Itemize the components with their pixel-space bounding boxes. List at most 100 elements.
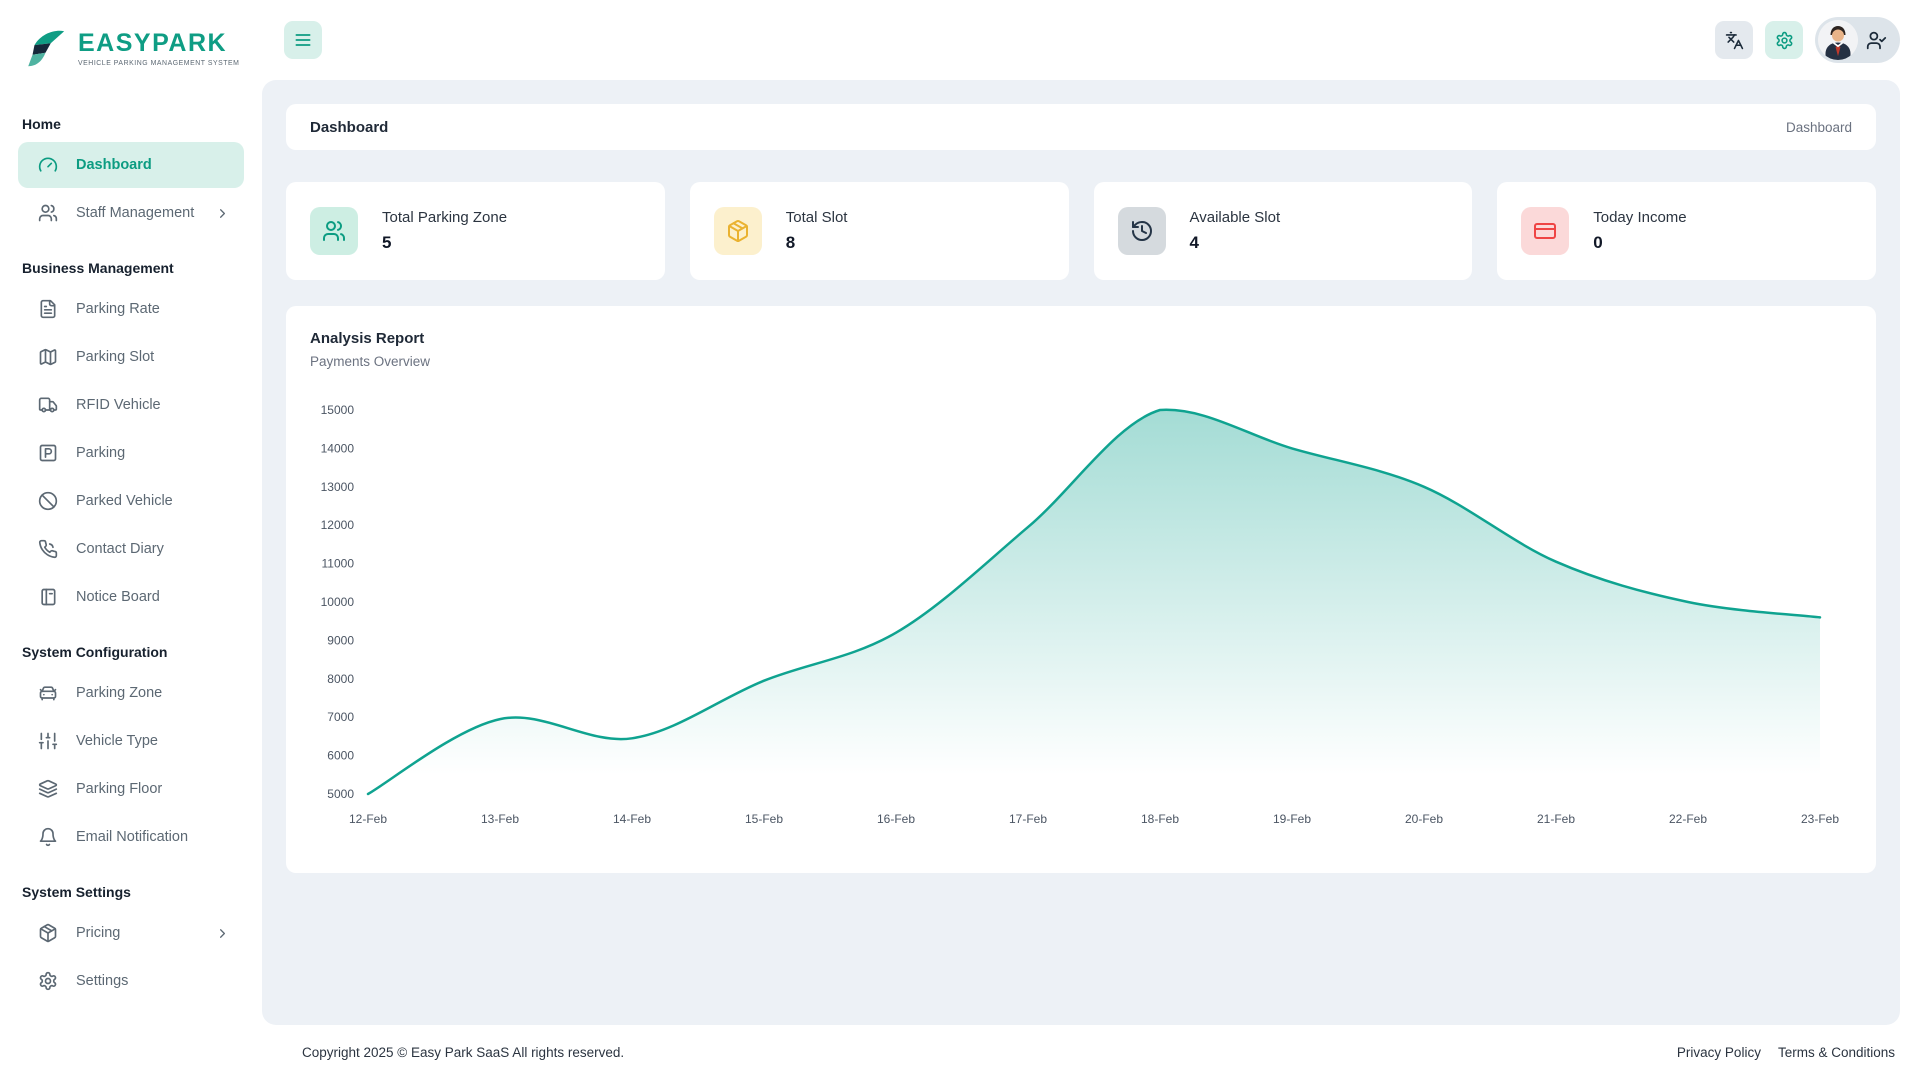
gear-icon	[39, 971, 57, 991]
stat-icon-wrap	[1117, 207, 1166, 255]
page-title: Dashboard	[310, 118, 389, 136]
user-check-icon	[1866, 31, 1887, 49]
y-tick-label: 9000	[327, 633, 354, 647]
chevron-right-icon	[220, 208, 225, 218]
x-tick-label: 12-Feb	[349, 812, 387, 826]
chevron-right-icon	[220, 928, 225, 938]
truck-icon	[38, 397, 58, 413]
sidebar-item-label: Parking Slot	[76, 349, 155, 365]
sidebar-nav: Home Dashboard Staff Management Business Ma…	[0, 116, 262, 1004]
x-tick-label: 21-Feb	[1537, 812, 1575, 826]
sidebar-item-staff-management[interactable]: Staff Management	[18, 190, 244, 236]
sidebar-item-label: Pricing	[76, 925, 121, 941]
ban-icon	[38, 491, 58, 511]
stat-value: 4	[1189, 233, 1199, 252]
sidebar-item-label: Contact Diary	[76, 541, 164, 557]
sidebar-item-notice-board[interactable]: Notice Board	[18, 574, 244, 620]
sidebar: EASYPARK VEHICLE PARKING MANAGEMENT SYST…	[0, 0, 262, 1080]
x-tick-label: 20-Feb	[1405, 812, 1443, 826]
menu-button[interactable]	[284, 21, 322, 59]
package-icon	[39, 923, 57, 943]
y-tick-label: 15000	[321, 403, 355, 417]
bell-icon	[39, 827, 57, 847]
user-menu[interactable]	[1815, 17, 1900, 63]
sidebar-item-parking-rate[interactable]: Parking Rate	[18, 286, 244, 332]
stat-label: Available Slot	[1189, 209, 1281, 226]
x-tick-label: 22-Feb	[1669, 812, 1707, 826]
y-tick-label: 14000	[321, 441, 355, 455]
stat-label: Today Income	[1593, 209, 1687, 226]
sidebar-item-label: Email Notification	[76, 829, 189, 845]
settings-button[interactable]	[1765, 21, 1803, 59]
sidebar-item-pricing[interactable]: Pricing	[18, 910, 244, 956]
area-fill	[368, 409, 1820, 794]
nav-section-business-management: Business Management	[22, 260, 174, 276]
app-logo: EASYPARK VEHICLE PARKING MANAGEMENT SYST…	[0, 0, 262, 92]
sidebar-item-label: RFID Vehicle	[76, 397, 161, 413]
y-tick-label: 10000	[321, 595, 355, 609]
terms-conditions-link[interactable]: Terms & Conditions	[1777, 1045, 1895, 1060]
brand-name: EASYPARK	[78, 29, 228, 57]
footer: Copyright 2025 © Easy Park SaaS All righ…	[262, 1025, 1920, 1080]
logo-mark-icon	[28, 30, 65, 67]
privacy-policy-link[interactable]: Privacy Policy	[1676, 1045, 1761, 1060]
x-tick-label: 16-Feb	[877, 812, 915, 826]
sidebar-item-label: Settings	[76, 973, 129, 989]
y-tick-label: 12000	[321, 518, 355, 532]
page-header-card: Dashboard Dashboard	[286, 104, 1876, 150]
y-tick-label: 7000	[327, 710, 354, 724]
sidebar-item-parking[interactable]: Parking	[18, 430, 244, 476]
sidebar-item-parking-floor[interactable]: Parking Floor	[18, 766, 244, 812]
y-tick-label: 6000	[327, 749, 354, 763]
breadcrumb: Dashboard	[1785, 119, 1852, 135]
main-panel: Dashboard Dashboard Total Parking Zone 5 T…	[262, 80, 1900, 1025]
sidebar-item-parking-zone[interactable]: Parking Zone	[18, 670, 244, 716]
stat-icon-wrap	[713, 207, 762, 255]
sidebar-item-parking-slot[interactable]: Parking Slot	[18, 334, 244, 380]
y-tick-label: 13000	[321, 480, 355, 494]
stat-label: Total Slot	[785, 209, 848, 226]
sidebar-item-email-notification[interactable]: Email Notification	[18, 814, 244, 860]
sidebar-item-rfid-vehicle[interactable]: RFID Vehicle	[18, 382, 244, 428]
users-icon	[323, 221, 345, 241]
sidebar-item-dashboard[interactable]: Dashboard	[18, 142, 244, 188]
sidebar-item-parked-vehicle[interactable]: Parked Vehicle	[18, 478, 244, 524]
y-tick-label: 5000	[327, 787, 354, 801]
x-tick-label: 18-Feb	[1141, 812, 1179, 826]
x-tick-label: 19-Feb	[1273, 812, 1311, 826]
stats-row: Total Parking Zone 5 Total Slot 8 Available …	[286, 182, 1876, 280]
sidebar-item-label: Dashboard	[76, 157, 152, 173]
sidebar-item-vehicle-type[interactable]: Vehicle Type	[18, 718, 244, 764]
nav-section-system-configuration: System Configuration	[22, 644, 168, 660]
file-text-icon	[40, 299, 56, 319]
stat-icon-wrap	[310, 207, 358, 255]
stat-icon-wrap	[1521, 207, 1570, 255]
language-button[interactable]	[1715, 21, 1753, 59]
sidebar-item-contact-diary[interactable]: Contact Diary	[18, 526, 244, 572]
brand-tagline: VEHICLE PARKING MANAGEMENT SYSTEM	[78, 60, 240, 67]
copyright-text: Copyright 2025 © Easy Park SaaS All righ…	[302, 1045, 625, 1060]
chart-title: Analysis Report	[310, 330, 425, 347]
map-icon	[39, 348, 57, 366]
stat-card-available-slot: Available Slot 4	[1093, 182, 1473, 280]
analysis-report-card: Analysis Report Payments Overview 15000 1…	[286, 306, 1876, 873]
y-tick-label: 11000	[322, 557, 355, 571]
area-line	[366, 408, 1822, 796]
x-tick-label: 15-Feb	[745, 812, 783, 826]
sidebar-item-settings[interactable]: Settings	[18, 958, 244, 1004]
gauge-icon	[38, 157, 58, 172]
sliders-icon	[38, 732, 58, 750]
nav-section-system-settings: System Settings	[22, 884, 131, 900]
x-tick-label: 17-Feb	[1009, 812, 1047, 826]
topbar	[262, 0, 1920, 80]
stat-card-total-slot: Total Slot 8	[689, 182, 1069, 280]
sidebar-item-label: Parking Floor	[76, 781, 163, 797]
languages-icon	[1725, 31, 1743, 49]
avatar	[1818, 20, 1858, 60]
stat-value: 0	[1593, 233, 1603, 252]
layers-icon	[38, 779, 58, 798]
notebook-icon	[41, 588, 56, 606]
x-tick-label: 23-Feb	[1801, 812, 1839, 826]
stat-value: 8	[785, 233, 796, 252]
gear-icon	[1776, 31, 1792, 49]
